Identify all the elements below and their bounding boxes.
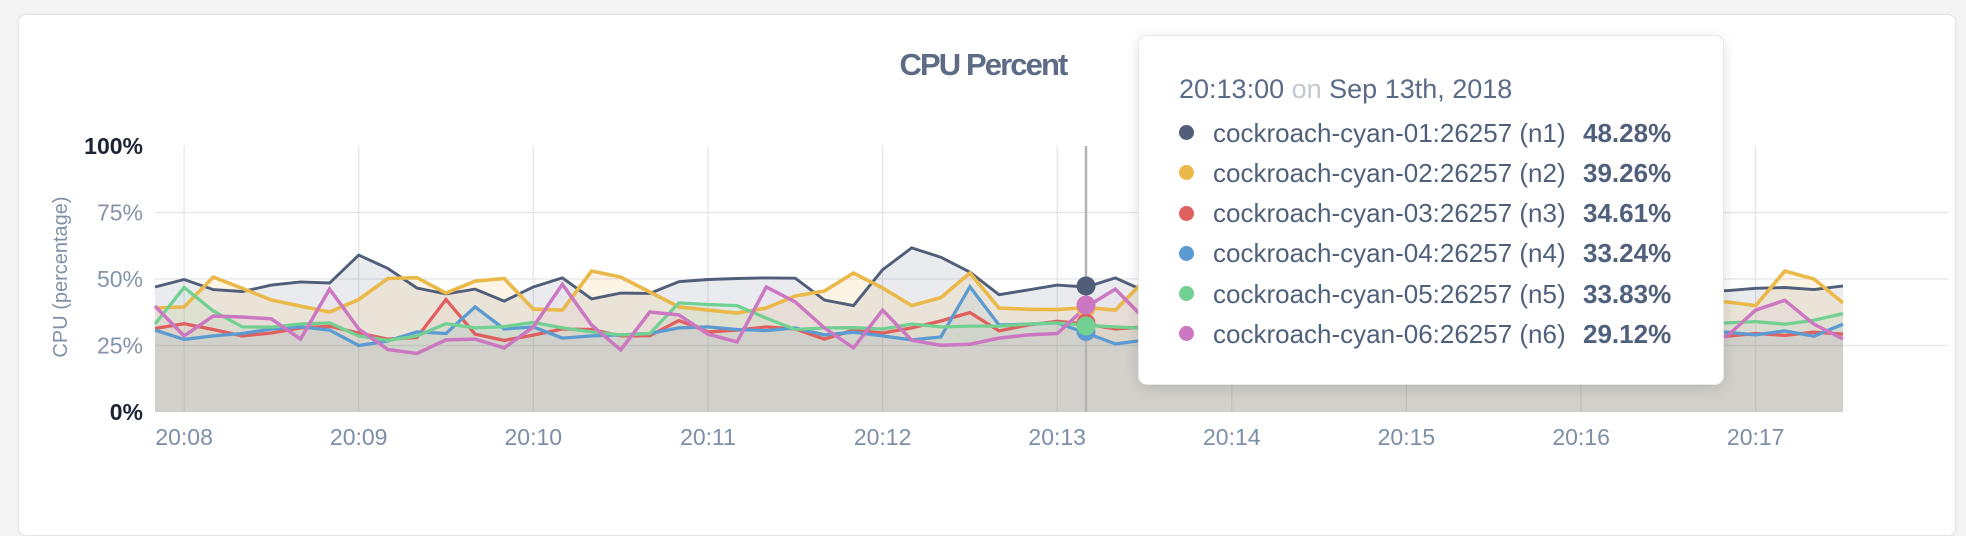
- svg-text:20:10: 20:10: [505, 424, 563, 450]
- svg-text:20:17: 20:17: [1727, 424, 1785, 450]
- svg-text:CPU (percentage): CPU (percentage): [50, 196, 72, 357]
- svg-text:20:11: 20:11: [680, 424, 736, 450]
- svg-text:20:09: 20:09: [330, 424, 388, 450]
- svg-text:20:15: 20:15: [1378, 424, 1436, 450]
- svg-text:20:14: 20:14: [1203, 424, 1261, 450]
- svg-text:20:13: 20:13: [1028, 424, 1086, 450]
- svg-text:20:12: 20:12: [854, 424, 912, 450]
- svg-text:20:08: 20:08: [155, 424, 213, 450]
- svg-text:50%: 50%: [97, 266, 143, 292]
- svg-text:0%: 0%: [110, 399, 143, 425]
- svg-text:20:16: 20:16: [1552, 424, 1610, 450]
- svg-text:25%: 25%: [97, 333, 143, 359]
- svg-text:75%: 75%: [97, 200, 143, 226]
- svg-text:100%: 100%: [84, 133, 143, 159]
